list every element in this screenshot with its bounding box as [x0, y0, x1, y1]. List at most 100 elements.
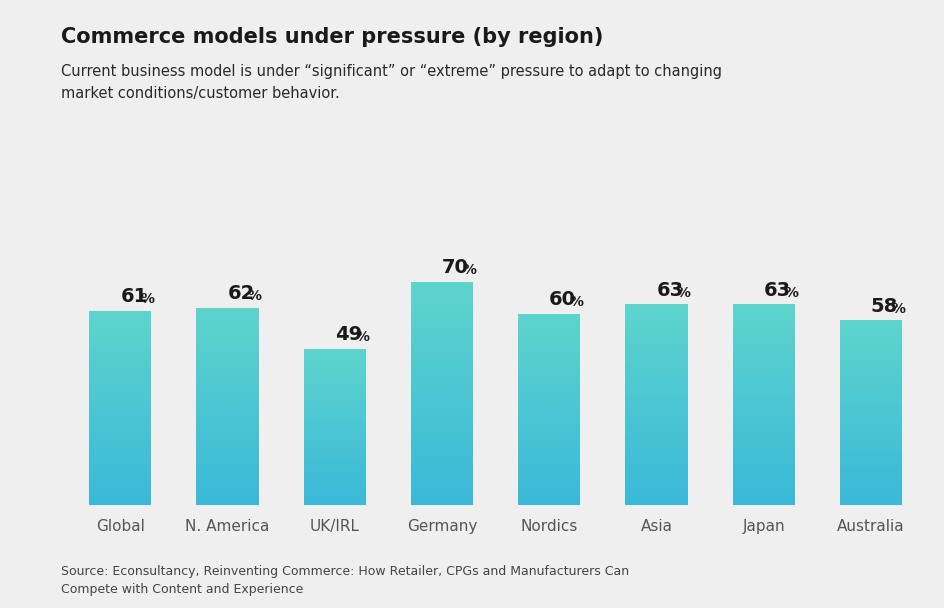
Bar [840, 408, 902, 409]
Bar [733, 341, 795, 343]
Bar [304, 419, 366, 420]
Bar [733, 383, 795, 384]
Bar [411, 382, 473, 384]
Bar [840, 434, 902, 435]
Bar [196, 354, 259, 355]
Bar [518, 395, 581, 396]
Bar [196, 393, 259, 395]
Bar [90, 455, 151, 456]
Bar [304, 363, 366, 364]
Bar [411, 393, 473, 395]
Bar [90, 419, 151, 421]
Text: %: % [891, 302, 905, 316]
Bar [518, 490, 581, 492]
Bar [411, 373, 473, 375]
Bar [625, 493, 687, 495]
Bar [625, 408, 687, 410]
Bar [90, 503, 151, 505]
Bar [196, 401, 259, 403]
Bar [196, 455, 259, 457]
Bar [411, 375, 473, 377]
Bar [733, 333, 795, 334]
Bar [518, 336, 581, 338]
Bar [625, 460, 687, 461]
Bar [518, 412, 581, 414]
Bar [304, 423, 366, 424]
Bar [411, 477, 473, 478]
Bar [840, 388, 902, 390]
Bar [304, 459, 366, 460]
Bar [625, 361, 687, 363]
Bar [625, 496, 687, 498]
Bar [625, 475, 687, 476]
Bar [90, 490, 151, 492]
Bar [625, 446, 687, 448]
Bar [304, 453, 366, 454]
Bar [733, 426, 795, 428]
Bar [196, 478, 259, 480]
Bar [196, 327, 259, 329]
Bar [733, 435, 795, 436]
Bar [625, 433, 687, 435]
Bar [304, 478, 366, 480]
Bar [625, 486, 687, 488]
Bar [196, 376, 259, 378]
Bar [625, 424, 687, 426]
Bar [196, 472, 259, 474]
Bar [733, 500, 795, 502]
Bar [196, 381, 259, 383]
Bar [304, 501, 366, 502]
Bar [840, 340, 902, 342]
Bar [304, 498, 366, 499]
Bar [840, 377, 902, 379]
Bar [411, 312, 473, 314]
Bar [840, 503, 902, 505]
Bar [411, 451, 473, 453]
Bar [840, 452, 902, 454]
Bar [625, 413, 687, 415]
Bar [304, 424, 366, 426]
Bar [411, 469, 473, 471]
Bar [840, 382, 902, 383]
Bar [411, 482, 473, 484]
Bar [733, 491, 795, 493]
Bar [733, 354, 795, 356]
Bar [840, 472, 902, 474]
Bar [518, 317, 581, 319]
Bar [840, 323, 902, 325]
Bar [518, 379, 581, 381]
Bar [196, 370, 259, 371]
Bar [625, 489, 687, 491]
Bar [411, 351, 473, 353]
Bar [196, 399, 259, 401]
Bar [840, 320, 902, 322]
Bar [196, 316, 259, 317]
Bar [90, 446, 151, 448]
Bar [518, 499, 581, 500]
Bar [196, 475, 259, 477]
Bar [840, 331, 902, 333]
Bar [518, 322, 581, 323]
Bar [411, 494, 473, 496]
Bar [304, 492, 366, 493]
Bar [304, 437, 366, 438]
Bar [196, 388, 259, 390]
Bar [90, 313, 151, 314]
Bar [518, 338, 581, 339]
Bar [840, 403, 902, 405]
Bar [304, 410, 366, 411]
Bar [840, 330, 902, 331]
Bar [411, 464, 473, 466]
Bar [518, 357, 581, 359]
Bar [840, 478, 902, 480]
Bar [196, 413, 259, 414]
Bar [733, 448, 795, 449]
Bar [196, 477, 259, 478]
Bar [518, 392, 581, 393]
Bar [733, 313, 795, 314]
Bar [196, 465, 259, 467]
Bar [196, 336, 259, 337]
Bar [411, 399, 473, 401]
Bar [840, 357, 902, 359]
Bar [304, 493, 366, 494]
